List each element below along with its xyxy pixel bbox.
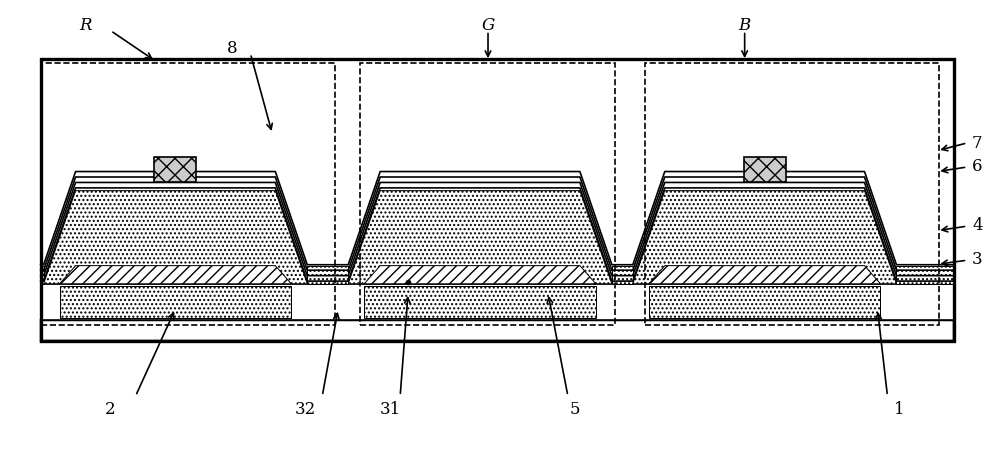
Text: 1: 1 bbox=[894, 400, 905, 417]
Bar bbox=[41, 60, 954, 341]
Text: 3: 3 bbox=[972, 251, 983, 268]
Text: 8: 8 bbox=[227, 40, 238, 57]
Bar bbox=[41, 320, 954, 341]
Polygon shape bbox=[633, 191, 896, 284]
Polygon shape bbox=[44, 191, 307, 284]
Bar bbox=[154, 157, 196, 182]
Text: R: R bbox=[79, 17, 92, 34]
Bar bbox=[307, 266, 348, 284]
Bar bbox=[360, 64, 615, 325]
Bar bbox=[41, 64, 335, 325]
Bar bbox=[41, 284, 954, 320]
Text: 5: 5 bbox=[570, 400, 580, 417]
Bar bbox=[60, 287, 291, 318]
Text: 7: 7 bbox=[972, 135, 983, 152]
Bar bbox=[645, 64, 939, 325]
Polygon shape bbox=[649, 266, 880, 284]
Bar bbox=[364, 287, 596, 318]
Text: 6: 6 bbox=[972, 158, 983, 175]
Polygon shape bbox=[364, 266, 596, 284]
Text: 31: 31 bbox=[380, 400, 401, 417]
Text: 4: 4 bbox=[972, 217, 983, 234]
Bar bbox=[896, 266, 954, 284]
Polygon shape bbox=[60, 266, 291, 284]
Text: B: B bbox=[739, 17, 751, 34]
Bar bbox=[41, 266, 44, 284]
Text: 32: 32 bbox=[295, 400, 316, 417]
Bar bbox=[649, 287, 880, 318]
Text: 2: 2 bbox=[105, 400, 116, 417]
Polygon shape bbox=[348, 191, 612, 284]
Bar bbox=[744, 157, 786, 182]
Text: G: G bbox=[481, 17, 495, 34]
Bar bbox=[612, 266, 633, 284]
